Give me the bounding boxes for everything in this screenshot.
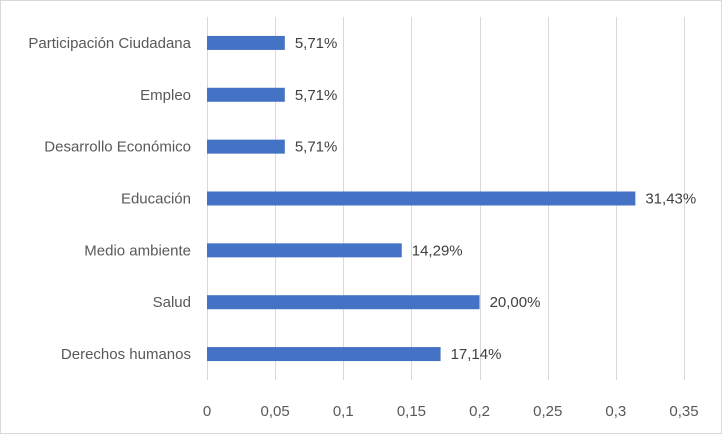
category-label: Empleo [140,87,191,104]
category-label: Desarrollo Económico [44,139,191,156]
category-label: Salud [153,294,191,311]
category-label: Participación Ciudadana [28,35,191,52]
data-label: 17,14% [451,346,502,363]
x-tick-label: 0,05 [261,403,290,420]
x-tick-label: 0,35 [669,403,698,420]
data-label: 20,00% [490,294,541,311]
category-label: Educación [121,191,191,208]
data-label: 5,71% [295,35,338,52]
x-tick-label: 0,15 [397,403,426,420]
x-tick-label: 0,1 [333,403,354,420]
x-tick-label: 0,2 [469,403,490,420]
category-label: Medio ambiente [84,242,191,259]
bar [207,35,285,50]
bar [207,347,441,362]
data-label: 31,43% [645,191,696,208]
bar [207,243,402,258]
data-label: 5,71% [295,87,338,104]
bar [207,139,285,154]
category-label: Derechos humanos [61,346,191,363]
data-label: 5,71% [295,139,338,156]
bar [207,191,636,206]
bar [207,295,480,310]
x-tick-label: 0,25 [533,403,562,420]
bar [207,87,285,102]
x-tick-label: 0,3 [605,403,626,420]
data-label: 14,29% [412,242,463,259]
x-tick-label: 0 [203,403,211,420]
